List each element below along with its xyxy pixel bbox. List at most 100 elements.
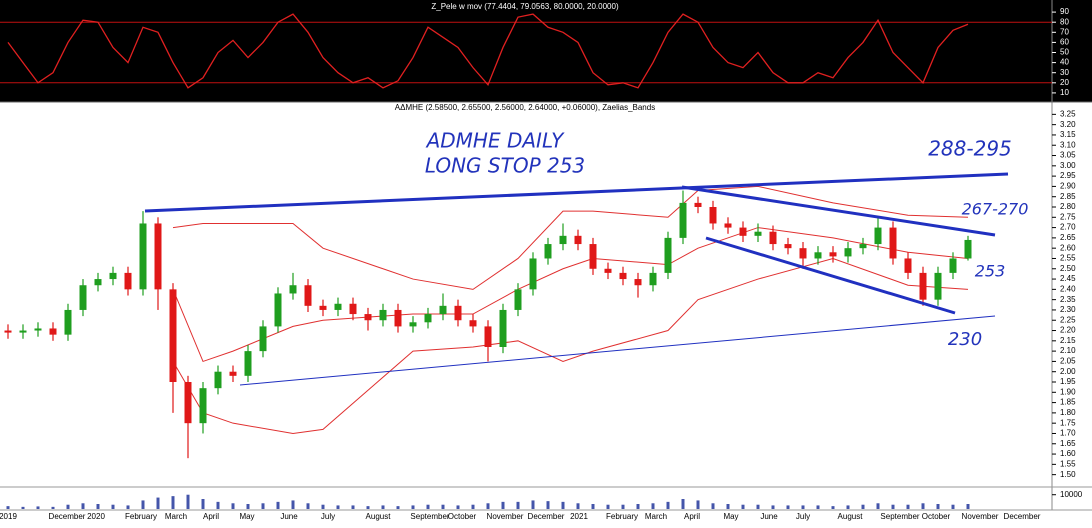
y-tick-label: 3.05 bbox=[1060, 151, 1076, 160]
y-tick-label: 1.60 bbox=[1060, 449, 1076, 458]
candle-body bbox=[154, 223, 162, 290]
y-tick-label: 2.55 bbox=[1060, 254, 1076, 263]
band-line bbox=[172, 185, 969, 290]
volume-bar bbox=[471, 504, 475, 509]
y-tick-label: 2.75 bbox=[1060, 212, 1076, 221]
volume-bar bbox=[261, 503, 265, 509]
y-tick-label: 2.25 bbox=[1060, 315, 1076, 324]
y-tick-label: 70 bbox=[1060, 27, 1069, 36]
volume-bar bbox=[801, 505, 805, 509]
candle-body bbox=[454, 305, 462, 321]
candle-body bbox=[4, 330, 12, 333]
annotation: ADMHE DAILY bbox=[425, 129, 566, 153]
x-tick-label: April bbox=[684, 512, 700, 521]
candle-body bbox=[364, 314, 372, 321]
volume-bar bbox=[921, 503, 925, 509]
candle-body bbox=[724, 223, 732, 228]
volume-bar bbox=[696, 500, 700, 509]
candle-body bbox=[379, 309, 387, 321]
volume-bar bbox=[681, 499, 685, 509]
volume-bar bbox=[231, 503, 235, 509]
volume-bar bbox=[6, 506, 10, 509]
volume-bar bbox=[381, 505, 385, 509]
candle-body bbox=[694, 202, 702, 207]
x-tick-label: December bbox=[528, 512, 565, 521]
volume-bar bbox=[66, 504, 70, 509]
volume-bar bbox=[276, 501, 280, 509]
y-tick-label: 3.20 bbox=[1060, 120, 1076, 129]
volume-bar bbox=[726, 504, 730, 509]
candle-body bbox=[649, 272, 657, 286]
x-tick-label: August bbox=[838, 512, 864, 521]
trend-lines bbox=[144, 172, 1009, 386]
y-tick-label: 2.40 bbox=[1060, 284, 1076, 293]
volume-bar bbox=[366, 506, 370, 509]
y-tick-label: 2.70 bbox=[1060, 223, 1076, 232]
volume-bar bbox=[546, 501, 550, 509]
candle-body bbox=[439, 305, 447, 315]
candle-body bbox=[394, 309, 402, 327]
x-tick-label: November bbox=[962, 512, 999, 521]
y-tick-label: 50 bbox=[1060, 48, 1069, 57]
annotation: 230 bbox=[948, 329, 982, 350]
candle-body bbox=[409, 322, 417, 327]
candle-body bbox=[619, 272, 627, 280]
x-tick-label: October bbox=[448, 512, 477, 521]
y-tick-label: 90 bbox=[1060, 7, 1069, 16]
candle-body bbox=[304, 285, 312, 306]
candle-body bbox=[904, 258, 912, 273]
volume-bar bbox=[741, 504, 745, 509]
y-tick-label: 1.95 bbox=[1060, 377, 1076, 386]
volume-bar bbox=[831, 506, 835, 509]
candle-body bbox=[424, 314, 432, 323]
candle-body bbox=[529, 258, 537, 290]
volume-bar bbox=[156, 497, 160, 509]
candle-body bbox=[124, 272, 132, 290]
y-tick-label: 2.50 bbox=[1060, 264, 1076, 273]
candle-body bbox=[169, 289, 177, 382]
candle-body bbox=[79, 285, 87, 310]
candle-body bbox=[514, 289, 522, 310]
volume-bar bbox=[966, 504, 970, 509]
trend-line bbox=[681, 185, 996, 237]
x-tick-label: September bbox=[880, 512, 919, 521]
volume-bar bbox=[891, 504, 895, 509]
candle-body bbox=[544, 244, 552, 259]
volume-bar bbox=[456, 505, 460, 509]
volume-bar bbox=[126, 505, 130, 509]
y-tick-label: 2.30 bbox=[1060, 305, 1076, 314]
volume-bar bbox=[171, 496, 175, 509]
y-tick-label: 10000 bbox=[1060, 490, 1083, 499]
candle-body bbox=[319, 305, 327, 310]
y-tick-label: 30 bbox=[1060, 68, 1069, 77]
volume-bar bbox=[501, 501, 505, 509]
y-tick-label: 2.45 bbox=[1060, 274, 1076, 283]
x-tick-label: July bbox=[321, 512, 335, 521]
y-tick-label: 2.00 bbox=[1060, 367, 1076, 376]
y-tick-label: 1.70 bbox=[1060, 429, 1076, 438]
candle-body bbox=[139, 223, 147, 290]
candle-body bbox=[799, 248, 807, 259]
y-tick-label: 2.10 bbox=[1060, 346, 1076, 355]
candle-body bbox=[289, 285, 297, 294]
candle-body bbox=[709, 207, 717, 224]
y-tick-label: 2.20 bbox=[1060, 326, 1076, 335]
candle-body bbox=[664, 237, 672, 273]
y-tick-label: 60 bbox=[1060, 38, 1069, 47]
annotation: 267-270 bbox=[962, 200, 1029, 219]
candle-body bbox=[499, 309, 507, 347]
y-tick-label: 2.95 bbox=[1060, 171, 1076, 180]
y-tick-label: 20 bbox=[1060, 78, 1069, 87]
volume-bar bbox=[216, 501, 220, 509]
candle-body bbox=[844, 248, 852, 257]
volume-bar bbox=[606, 504, 610, 509]
x-tick-label: June bbox=[760, 512, 778, 521]
candle-body bbox=[334, 303, 342, 310]
candle-body bbox=[19, 330, 27, 333]
volume-bar bbox=[906, 504, 910, 509]
candle-body bbox=[244, 351, 252, 376]
volume-bar bbox=[531, 500, 535, 509]
price-title: ΑΔΜΗΕ (2.58500, 2.65500, 2.56000, 2.6400… bbox=[395, 103, 655, 112]
y-tick-label: 1.75 bbox=[1060, 418, 1076, 427]
y-tick-label: 40 bbox=[1060, 58, 1069, 67]
